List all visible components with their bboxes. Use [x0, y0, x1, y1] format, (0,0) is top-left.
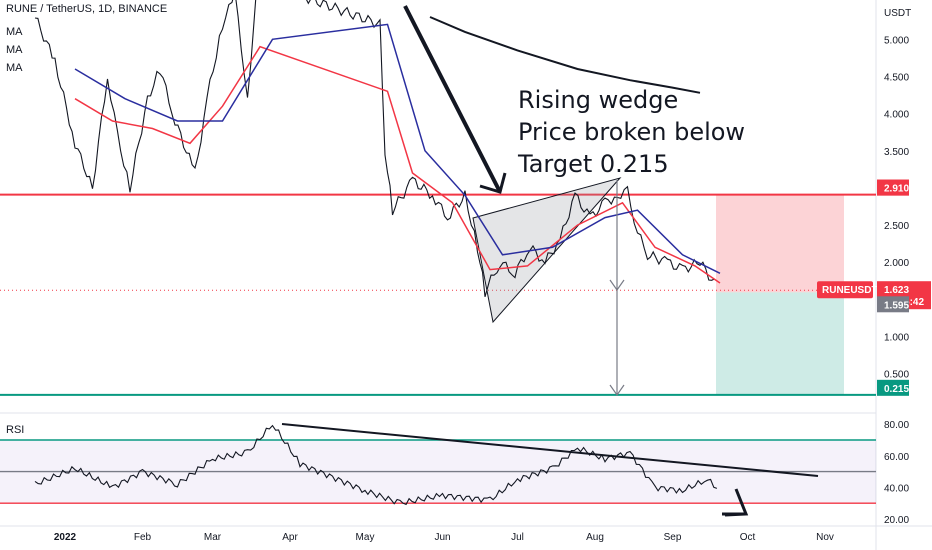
price-tag-label-2: 1.595: [884, 300, 909, 311]
price-series: [34, 0, 715, 297]
ma-legend-2[interactable]: MA: [6, 44, 23, 56]
price-tag-0-top: [877, 179, 909, 196]
ma-legend-1[interactable]: MA: [6, 26, 23, 38]
annotation-line-2: Price broken below: [518, 118, 745, 146]
moving-average-line-3: [429, 16, 701, 94]
price-tick-label-5: 2.500: [884, 221, 909, 232]
reward-zone: [716, 292, 844, 395]
price-tick-label-2: 4.000: [884, 110, 909, 121]
trend-arrow-head: [479, 172, 507, 194]
rsi-label[interactable]: RSI: [6, 424, 25, 436]
symbol-tag-label: RUNEUSDT: [822, 285, 878, 296]
rsi-tick-label-1: 60.00: [884, 452, 909, 463]
symbol-tag: [817, 281, 873, 299]
chart-title: RUNE / TetherUS, 1D, BINANCE: [6, 3, 168, 15]
price-tag-2: [877, 296, 909, 313]
price-tick-label-1: 4.500: [884, 72, 909, 83]
moving-average-line-1: [74, 45, 721, 284]
time-tick-label-1: Feb: [134, 532, 152, 543]
time-tick-label-8: Sep: [664, 532, 682, 543]
rsi-tick-label-0: 80.00: [884, 420, 909, 431]
rsi-arrow-head: [724, 488, 749, 517]
time-tick-label-9: Oct: [740, 532, 756, 543]
rsi-trendline: [281, 423, 819, 477]
breakdown-marker: [609, 279, 625, 292]
last-price-label: 1.623: [884, 285, 909, 296]
price-axis-unit: USDT: [884, 8, 911, 19]
annotation-line-1: Rising wedge: [518, 86, 678, 114]
rsi-line: [34, 424, 718, 506]
time-tick-label-7: Aug: [586, 532, 604, 543]
time-tick-label-10: Nov: [816, 532, 834, 543]
time-tick-label-6: Jul: [511, 532, 524, 543]
price-tick-label-9: 0.500: [884, 370, 909, 381]
time-tick-label-5: Jun: [434, 532, 450, 543]
time-tick-label-0: 2022: [54, 532, 77, 543]
trend-arrow-line: [403, 5, 502, 193]
time-tick-label-4: May: [356, 532, 375, 543]
price-tag-label-3: 0.215: [884, 384, 909, 395]
rsi-tick-label-2: 40.00: [884, 483, 909, 494]
price-tag-label-0-top: 2.910: [884, 184, 909, 195]
price-tick-label-3: 3.500: [884, 147, 909, 158]
price-tick-label-6: 2.000: [884, 258, 909, 269]
price-tick-label-0: 5.000: [884, 35, 909, 46]
risk-zone: [716, 194, 844, 293]
price-tag-3: [877, 379, 909, 396]
annotation-line-3: Target 0.215: [517, 150, 669, 178]
price-tick-label-8: 1.000: [884, 333, 909, 344]
time-tick-label-2: Mar: [204, 532, 222, 543]
rsi-tick-label-3: 20.00: [884, 515, 909, 526]
time-tick-label-3: Apr: [282, 532, 298, 543]
ma-legend-3[interactable]: MA: [6, 62, 23, 74]
target-projection-head: [609, 384, 625, 397]
moving-average-line-2: [74, 23, 721, 274]
